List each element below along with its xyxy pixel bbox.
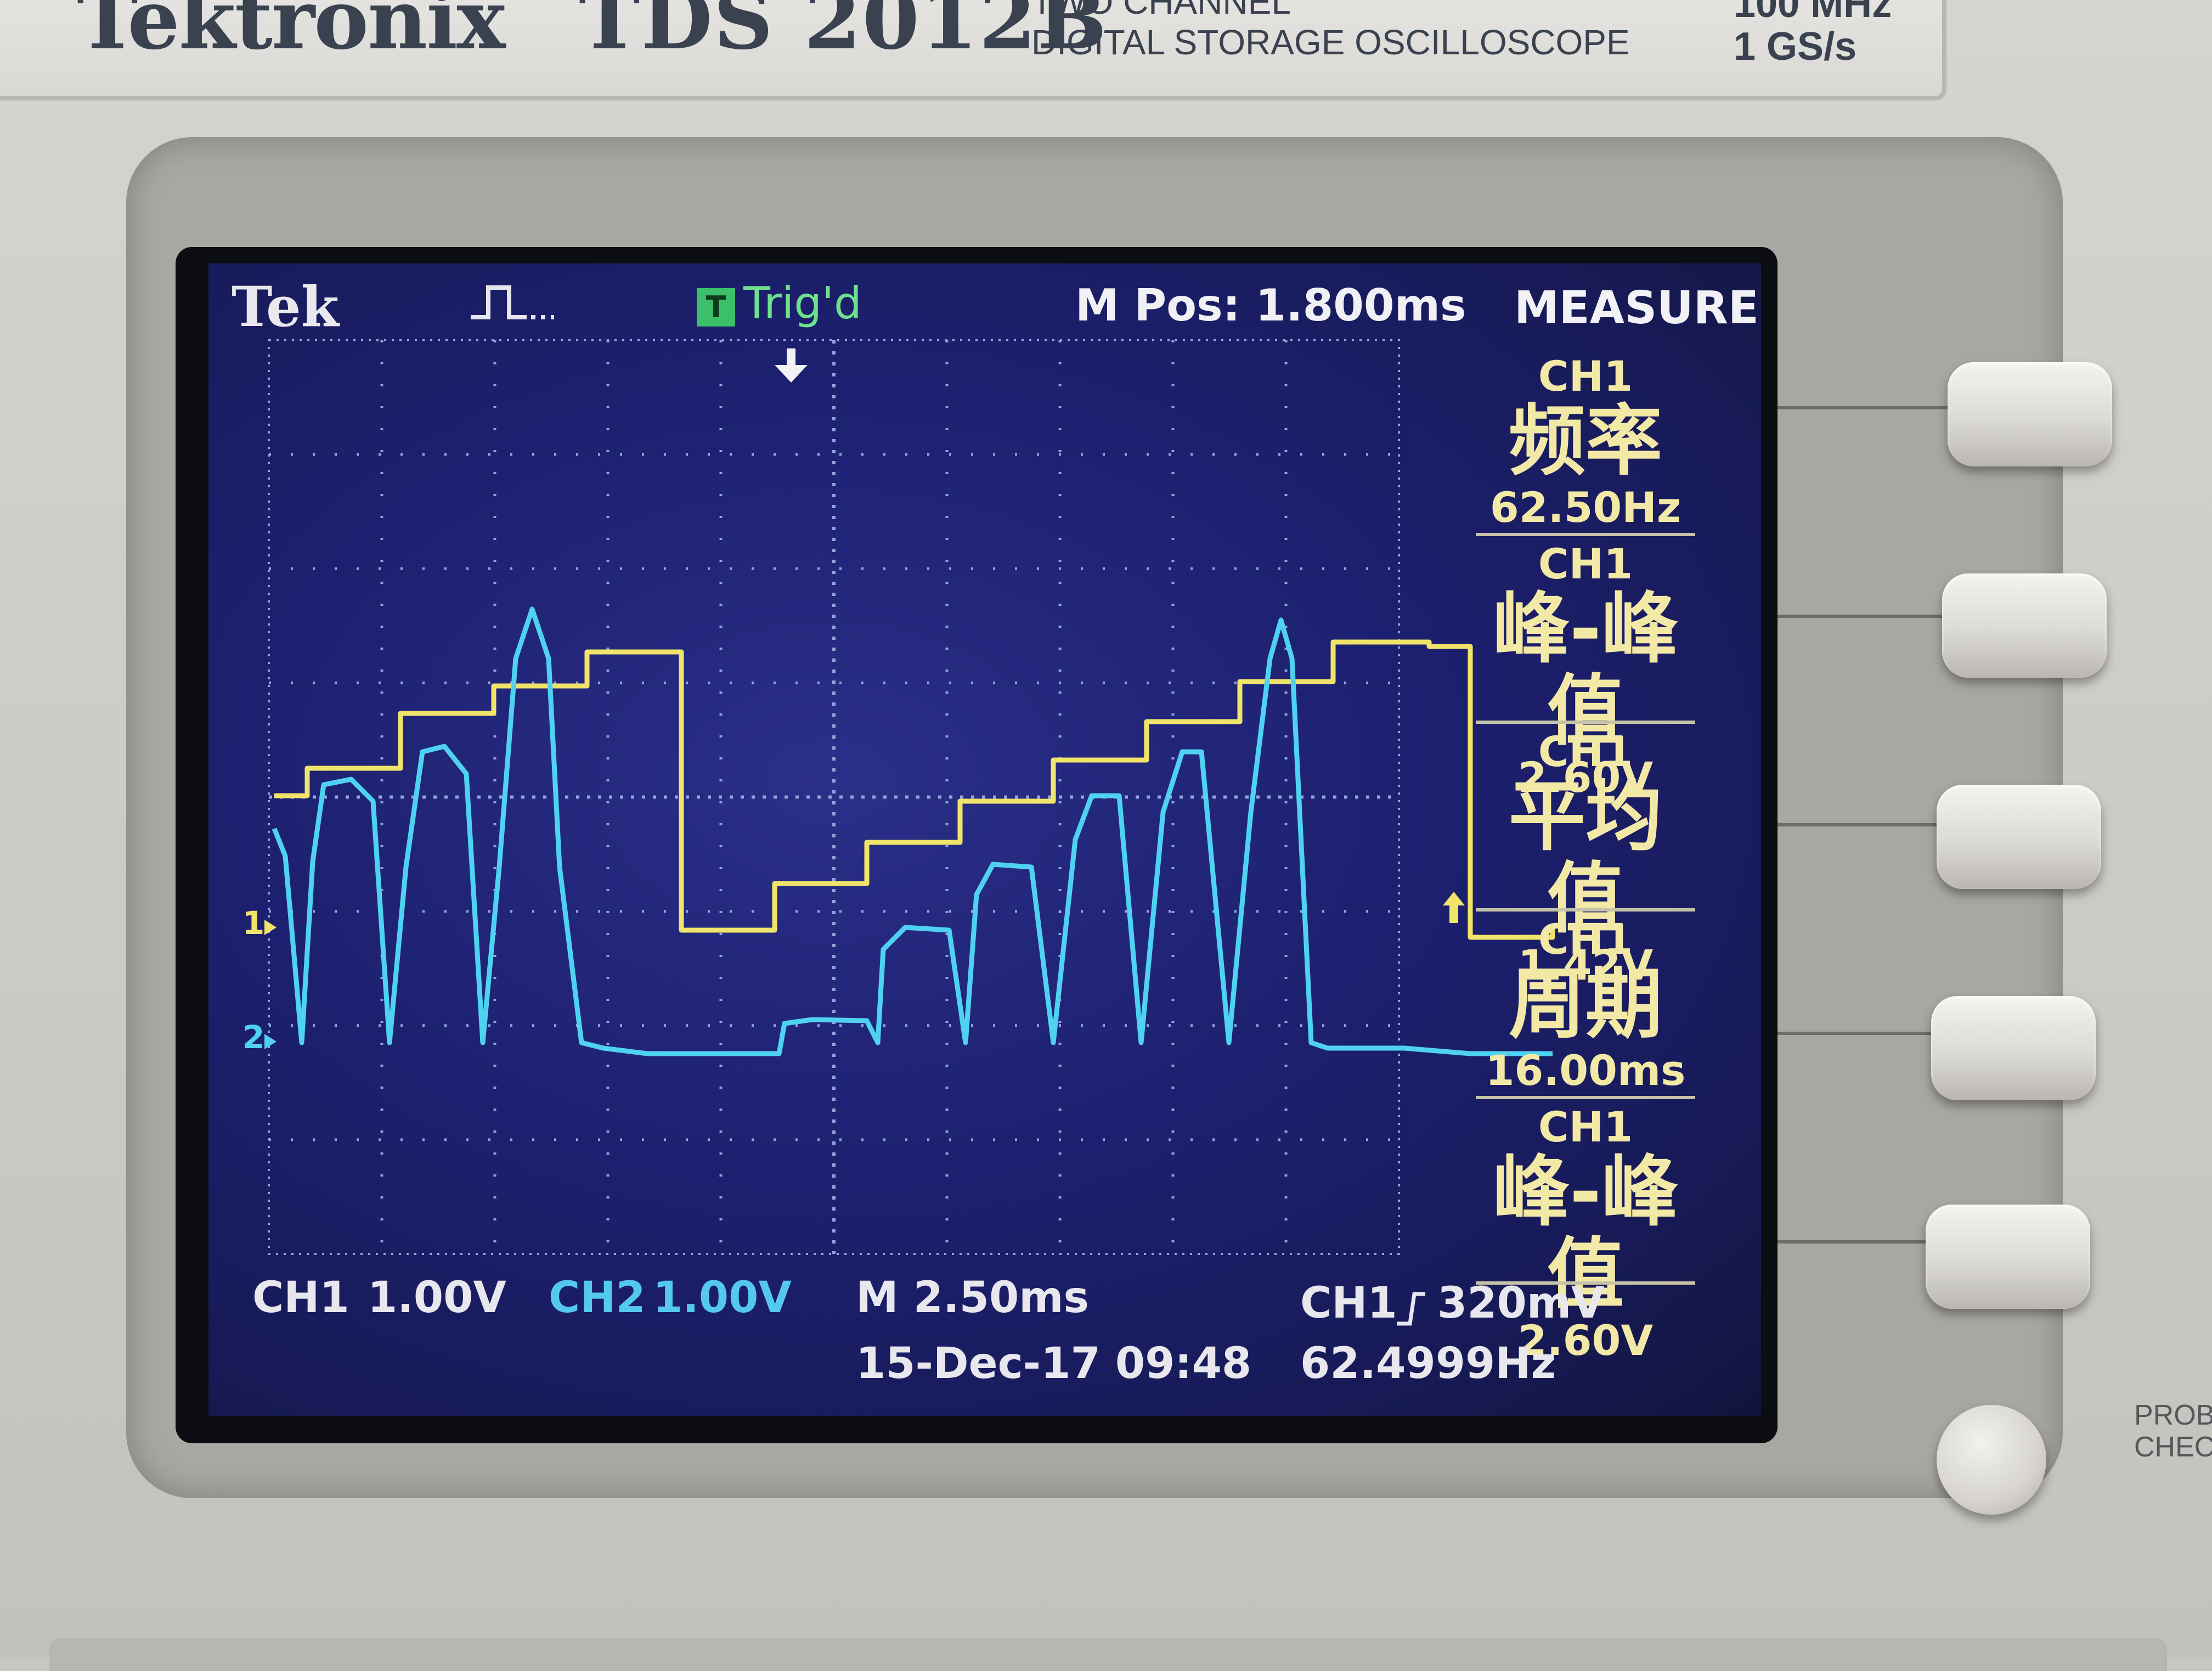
graticule-frame xyxy=(268,339,1400,1255)
measure-menu: CH1 频率 62.50Hz CH1 峰-峰值 2.60V CH1 平均值 1.… xyxy=(1476,348,1695,1365)
button-lead-line xyxy=(1778,615,1948,618)
ch2-label: CH2 xyxy=(549,1273,646,1323)
probe-check-label: PROB CHEC xyxy=(2134,1399,2212,1463)
option-button-1[interactable] xyxy=(1948,362,2112,466)
model-description-line1: TWO CHANNEL xyxy=(1031,0,1291,21)
button-lead-line xyxy=(1778,1240,1926,1244)
horizontal-position: M Pos: 1.800ms xyxy=(1075,280,1466,331)
tek-logo: Tek xyxy=(232,274,339,339)
acquisition-pulse-icon xyxy=(471,285,554,319)
measure-type: 频率 xyxy=(1508,397,1662,486)
measure-value: 62.50Hz xyxy=(1489,483,1681,532)
button-lead-line xyxy=(1778,406,1959,409)
trigger-indicator: T xyxy=(697,288,735,327)
bottom-rim xyxy=(49,1638,2167,1671)
probe-check-label-line2: CHEC xyxy=(2134,1431,2212,1463)
front-panel-header: Tektronix TDS 2012B TWO CHANNEL DIGITAL … xyxy=(0,0,1946,100)
trigger-level-marker xyxy=(1443,892,1465,923)
option-button-2[interactable] xyxy=(1942,573,2107,678)
measure-value: 2.60V xyxy=(1517,1316,1654,1365)
bandwidth-spec: 100 MHz xyxy=(1734,0,1892,26)
button-lead-line xyxy=(1778,1032,1931,1035)
measure-slot-5[interactable]: CH1 峰-峰值 2.60V xyxy=(1476,1099,1695,1365)
measure-channel: CH1 xyxy=(1538,539,1633,588)
measure-slot-2[interactable]: CH1 峰-峰值 2.60V xyxy=(1476,536,1695,802)
trigger-position-arrow xyxy=(775,348,808,382)
measure-value: 1.42V xyxy=(1517,941,1654,989)
ch1-waveform xyxy=(274,639,1555,940)
measure-separator xyxy=(1476,1096,1695,1099)
ch1-ground-marker: 1 xyxy=(242,904,276,942)
ch2-waveform xyxy=(272,606,1553,1056)
option-button-4[interactable] xyxy=(1931,996,2096,1100)
measure-separator xyxy=(1476,1281,1695,1285)
measure-channel: CH1 xyxy=(1538,352,1633,401)
measure-channel: CH1 xyxy=(1538,727,1633,776)
measure-value: 2.60V xyxy=(1517,753,1654,802)
probe-check-button[interactable] xyxy=(1937,1405,2046,1515)
measure-separator xyxy=(1476,533,1695,536)
ch2-marker-arrow xyxy=(264,1034,276,1049)
rising-edge-icon xyxy=(1397,1292,1425,1326)
menu-title: MEASURE xyxy=(1514,282,1759,334)
lcd-display: 1 2 Tek T Trig'd M Pos: 1.800ms MEASURE xyxy=(208,263,1761,1416)
date-time: 15-Dec-17 09:48 xyxy=(856,1339,1252,1388)
brand-logo: Tektronix xyxy=(77,0,506,68)
trigger-status: Trig'd xyxy=(743,278,862,329)
measure-slot-3[interactable]: CH1 平均值 1.42V xyxy=(1476,724,1695,989)
measure-separator xyxy=(1476,721,1695,724)
measure-channel: CH1 xyxy=(1538,1102,1633,1151)
ch1-label: CH1 xyxy=(252,1273,349,1323)
measure-slot-1[interactable]: CH1 频率 62.50Hz xyxy=(1476,348,1695,535)
trigger-level: 320mV xyxy=(1437,1279,1605,1328)
measure-value: 16.00ms xyxy=(1485,1046,1686,1095)
button-lead-line xyxy=(1778,823,1937,826)
trigger-source: CH1 xyxy=(1300,1279,1397,1328)
measure-separator xyxy=(1476,908,1695,912)
model-description-line2: DIGITAL STORAGE OSCILLOSCOPE xyxy=(1031,22,1630,62)
option-button-3[interactable] xyxy=(1937,785,2101,889)
measure-type: 峰-峰值 xyxy=(1492,584,1679,756)
ch2-marker-label: 2 xyxy=(242,1019,264,1056)
measure-type: 周期 xyxy=(1508,960,1662,1049)
graticule xyxy=(268,339,1400,1255)
ch1-marker-label: 1 xyxy=(242,904,264,942)
model-name: TDS 2012B xyxy=(579,0,1108,68)
probe-check-label-line1: PROB xyxy=(2134,1399,2212,1431)
measure-type: 平均值 xyxy=(1508,772,1662,944)
waveform-display: 1 2 xyxy=(242,339,1555,1255)
ch2-volts-per-div: 1.00V xyxy=(653,1273,792,1323)
sample-rate-spec: 1 GS/s xyxy=(1734,25,1857,69)
measure-type: 峰-峰值 xyxy=(1492,1147,1679,1319)
timebase: M 2.50ms xyxy=(856,1273,1089,1323)
ch1-volts-per-div: 1.00V xyxy=(368,1273,506,1323)
measure-channel: CH1 xyxy=(1538,915,1633,964)
ch1-marker-arrow xyxy=(264,920,276,935)
trigger-frequency: 62.4999Hz xyxy=(1300,1339,1556,1388)
ch2-ground-marker: 2 xyxy=(242,1019,276,1056)
option-button-5[interactable] xyxy=(1926,1205,2090,1309)
measure-slot-4[interactable]: CH1 周期 16.00ms xyxy=(1476,912,1695,1098)
